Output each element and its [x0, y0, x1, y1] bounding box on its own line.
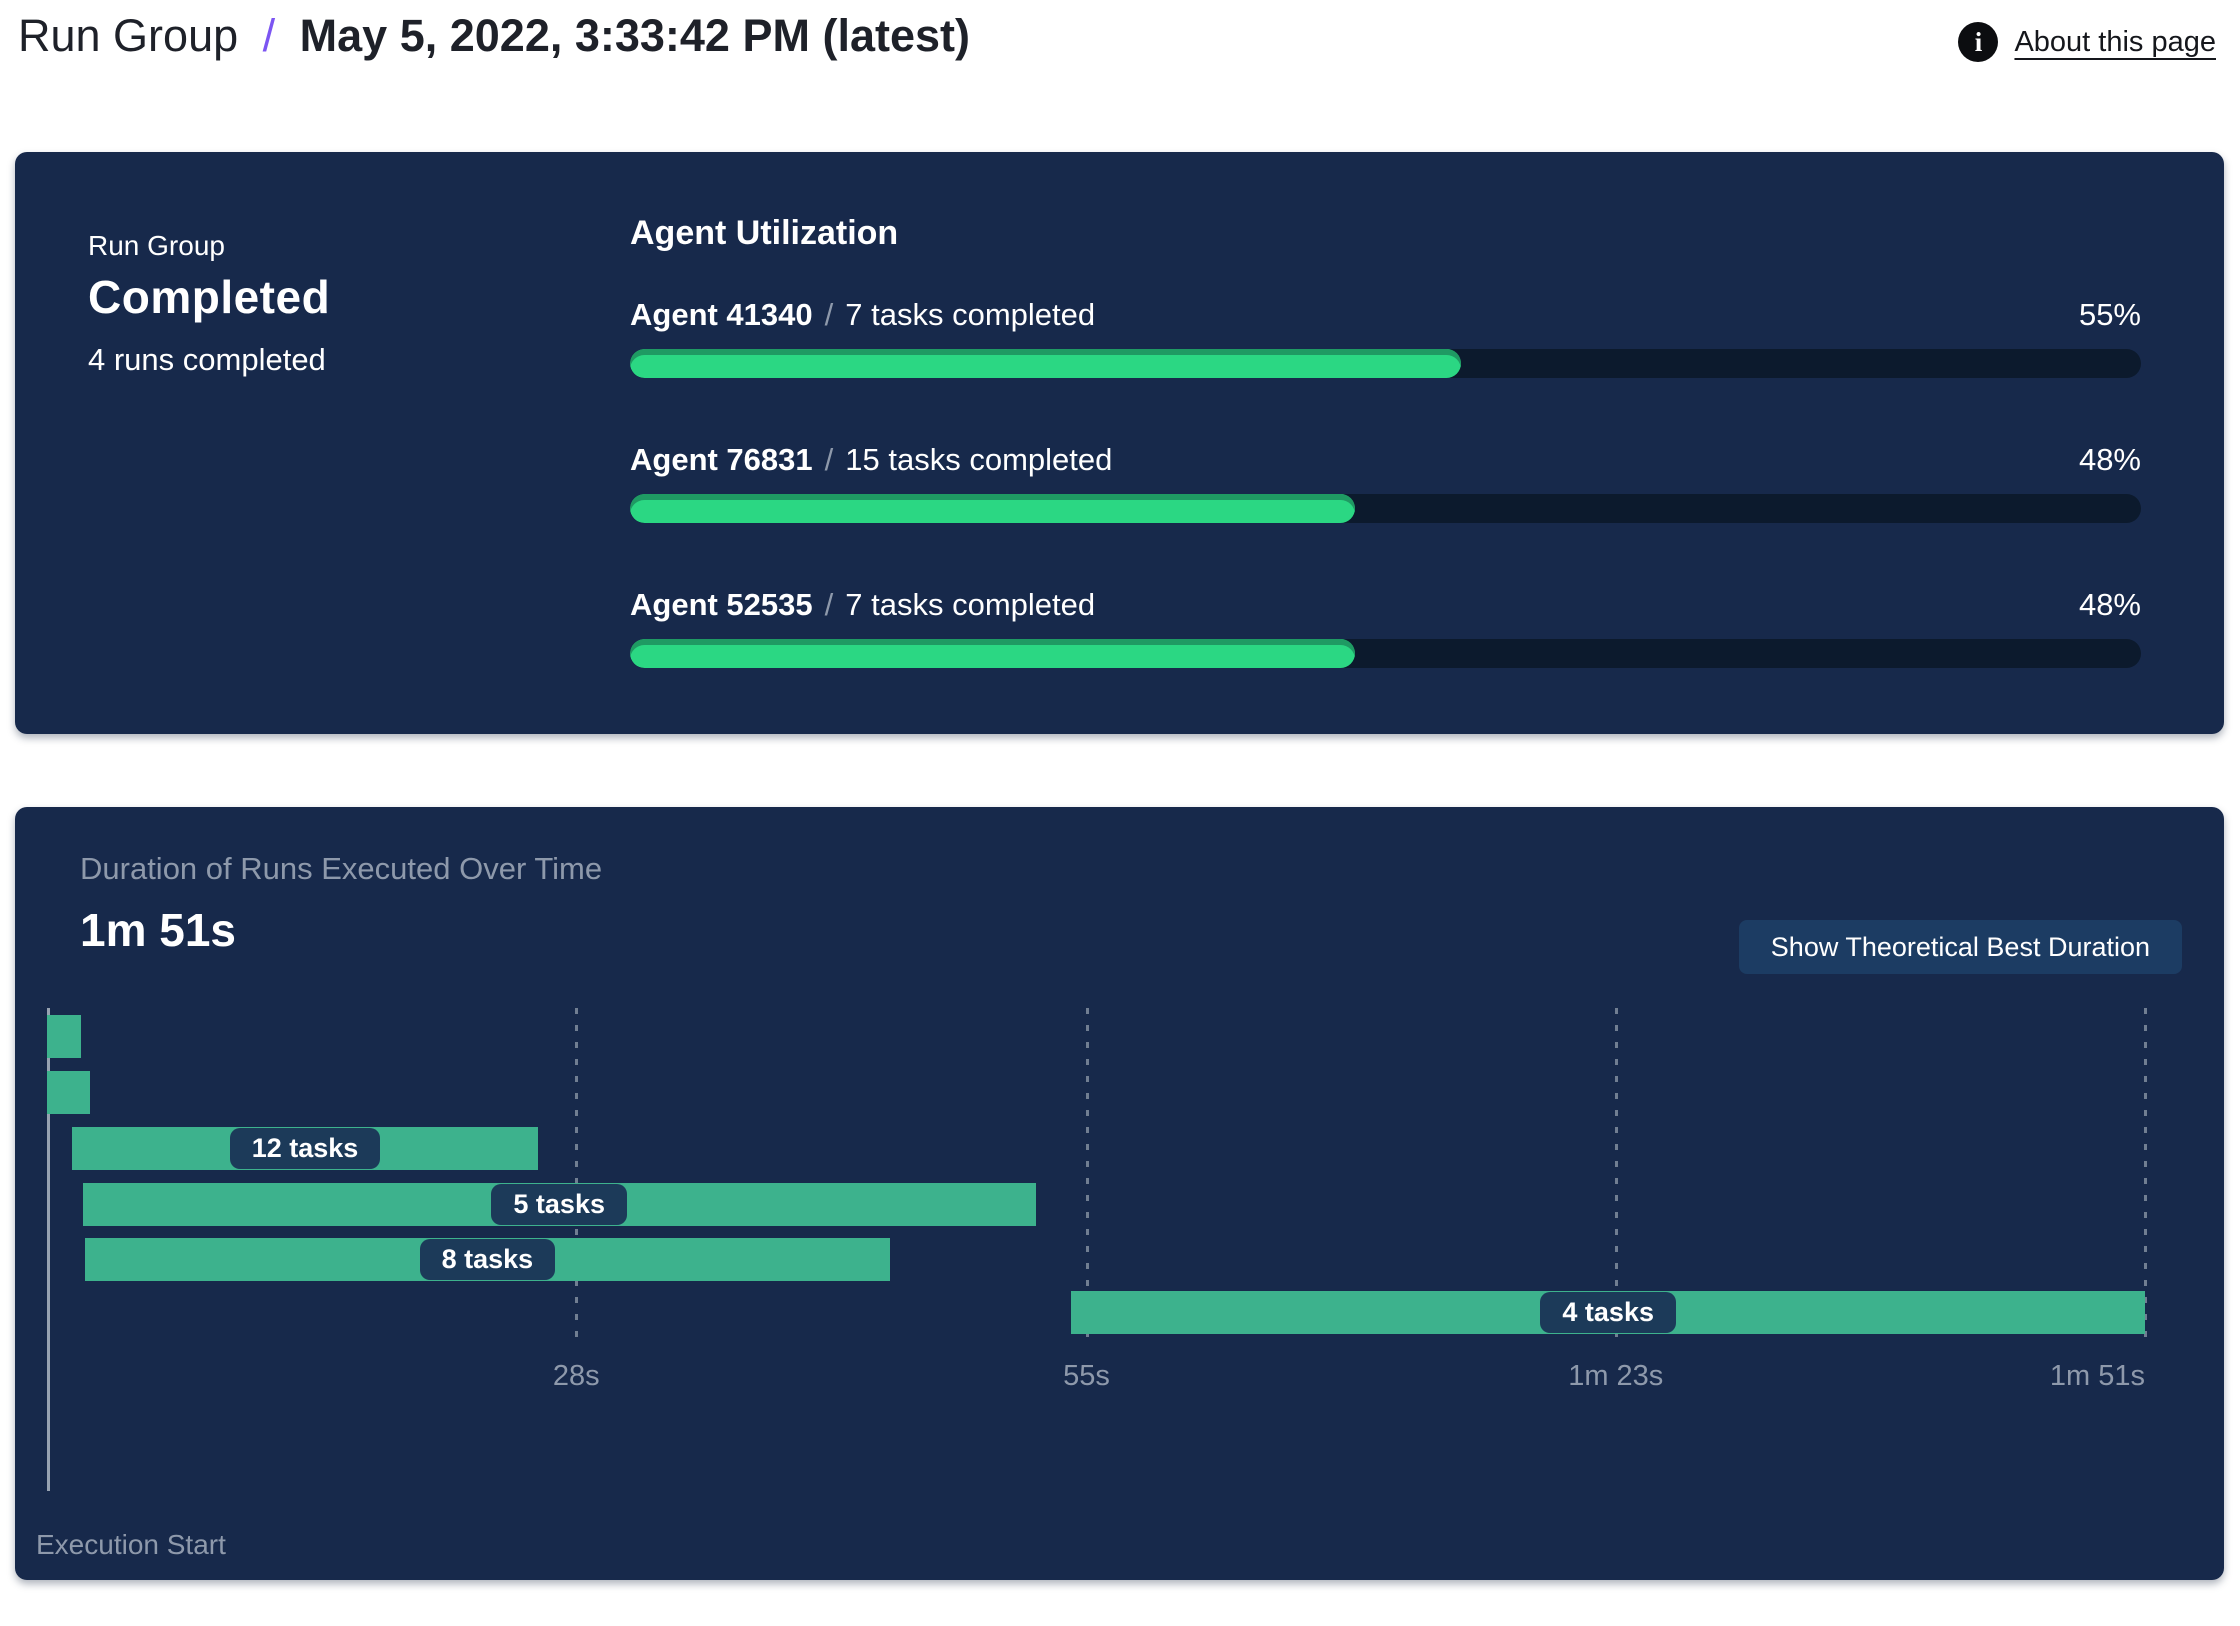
agent-tasks-completed: 7 tasks completed — [845, 587, 1096, 622]
about-this-page-link[interactable]: About this page — [2014, 25, 2216, 58]
agent-separator: / — [824, 587, 834, 622]
breadcrumb-root: Run Group — [18, 10, 239, 61]
run-bar-task-count-label: 5 tasks — [491, 1184, 627, 1225]
gantt-chart: 12 tasks 5 tasks 8 tasks 4 tasks 28s 55s 1m 23… — [47, 1008, 2147, 1498]
agent-utilization-fill — [630, 349, 1462, 378]
x-axis-tick-label: 28s — [552, 1360, 600, 1392]
show-theoretical-best-duration-button[interactable]: Show Theoretical Best Duration — [1738, 920, 2182, 974]
breadcrumb-separator: / — [262, 10, 276, 61]
agent-tasks-completed: 15 tasks completed — [845, 442, 1113, 477]
agent-separator: / — [824, 442, 834, 477]
breadcrumb: Run Group / May 5, 2022, 3:33:42 PM (lat… — [18, 10, 970, 62]
agent-label-line: Agent 52535 / 7 tasks completed 48% — [630, 587, 2141, 623]
agent-rows: Agent 41340 / 7 tasks completed 55% Agent 76… — [630, 297, 2141, 668]
agent-name: Agent 41340 — [630, 297, 813, 332]
info-icon[interactable]: i — [1958, 22, 1999, 62]
x-axis-tick-label: 1m 23s — [1568, 1360, 1664, 1392]
duration-card: Duration of Runs Executed Over Time 1m 5… — [15, 807, 2224, 1580]
execution-start-axis-line — [47, 1008, 50, 1491]
run-group-status: Completed — [88, 271, 331, 323]
agent-row: Agent 52535 / 7 tasks completed 48% — [630, 587, 2141, 668]
agent-label-line: Agent 41340 / 7 tasks completed 55% — [630, 297, 2141, 333]
page-title: May 5, 2022, 3:33:42 PM (latest) — [299, 10, 970, 61]
agent-utilization-track — [630, 349, 2141, 378]
gridline-55s — [1085, 1008, 1089, 1348]
agent-row: Agent 76831 / 15 tasks completed 48% — [630, 442, 2141, 523]
run-group-label: Run Group — [88, 230, 225, 261]
agent-utilization-percent: 48% — [2078, 587, 2141, 622]
gridline-1m-51s — [2144, 1008, 2147, 1348]
agent-name: Agent 76831 — [630, 442, 813, 477]
gridline-1m-23s — [1614, 1008, 1618, 1348]
agent-utilization-percent: 55% — [2078, 297, 2141, 332]
gridline-28s — [575, 1008, 579, 1348]
run-bar: 12 tasks — [71, 1127, 539, 1170]
agent-label-line: Agent 76831 / 15 tasks completed 48% — [630, 442, 2141, 478]
about-this-page[interactable]: i About this page — [1958, 22, 2216, 62]
duration-chart-title: Duration of Runs Executed Over Time — [80, 851, 603, 886]
agent-separator: / — [824, 297, 834, 332]
agent-utilization-percent: 48% — [2078, 442, 2141, 477]
agent-utilization-track — [630, 494, 2141, 523]
run-bar: 8 tasks — [84, 1238, 890, 1281]
x-axis-tick-label: 1m 51s — [2049, 1360, 2145, 1392]
agent-utilization-fill — [630, 494, 1356, 523]
run-bar: 5 tasks — [82, 1183, 1036, 1226]
execution-start-label: Execution Start — [36, 1529, 226, 1560]
run-bar: 4 tasks — [1071, 1291, 2145, 1334]
agent-utilization-title: Agent Utilization — [630, 214, 899, 252]
total-duration-value: 1m 51s — [80, 904, 237, 956]
runs-completed-count: 4 runs completed — [88, 342, 326, 377]
x-axis-tick-label: 55s — [1063, 1360, 1110, 1392]
agent-utilization-fill — [630, 639, 1356, 668]
run-group-summary-card: Run Group Completed 4 runs completed Age… — [15, 152, 2224, 734]
run-bar-task-count-label: 12 tasks — [229, 1128, 381, 1169]
run-bar-task-count-label: 8 tasks — [419, 1239, 556, 1280]
agent-utilization-section: Agent Utilization Agent 41340 / 7 tasks co… — [630, 214, 2141, 732]
agent-utilization-track — [630, 639, 2141, 668]
run-bar-task-count-label: 4 tasks — [1540, 1292, 1676, 1333]
run-bar — [47, 1071, 91, 1114]
agent-row: Agent 41340 / 7 tasks completed 55% — [630, 297, 2141, 378]
run-bar — [47, 1015, 82, 1058]
agent-tasks-completed: 7 tasks completed — [845, 297, 1096, 332]
agent-name: Agent 52535 — [630, 587, 813, 622]
